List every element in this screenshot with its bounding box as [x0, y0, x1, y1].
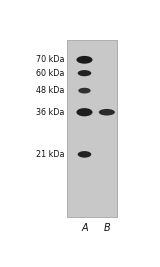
Text: 60 kDa: 60 kDa — [36, 69, 65, 78]
Ellipse shape — [76, 56, 92, 64]
Ellipse shape — [78, 88, 91, 93]
Text: 36 kDa: 36 kDa — [36, 108, 65, 117]
Text: B: B — [103, 223, 110, 233]
Ellipse shape — [99, 109, 115, 116]
Ellipse shape — [76, 108, 92, 116]
Text: 70 kDa: 70 kDa — [36, 55, 65, 64]
Text: A: A — [81, 223, 88, 233]
Bar — [67, 40, 117, 217]
Ellipse shape — [78, 70, 91, 76]
Ellipse shape — [78, 151, 91, 158]
Text: 48 kDa: 48 kDa — [36, 86, 65, 95]
Text: 21 kDa: 21 kDa — [36, 150, 65, 159]
